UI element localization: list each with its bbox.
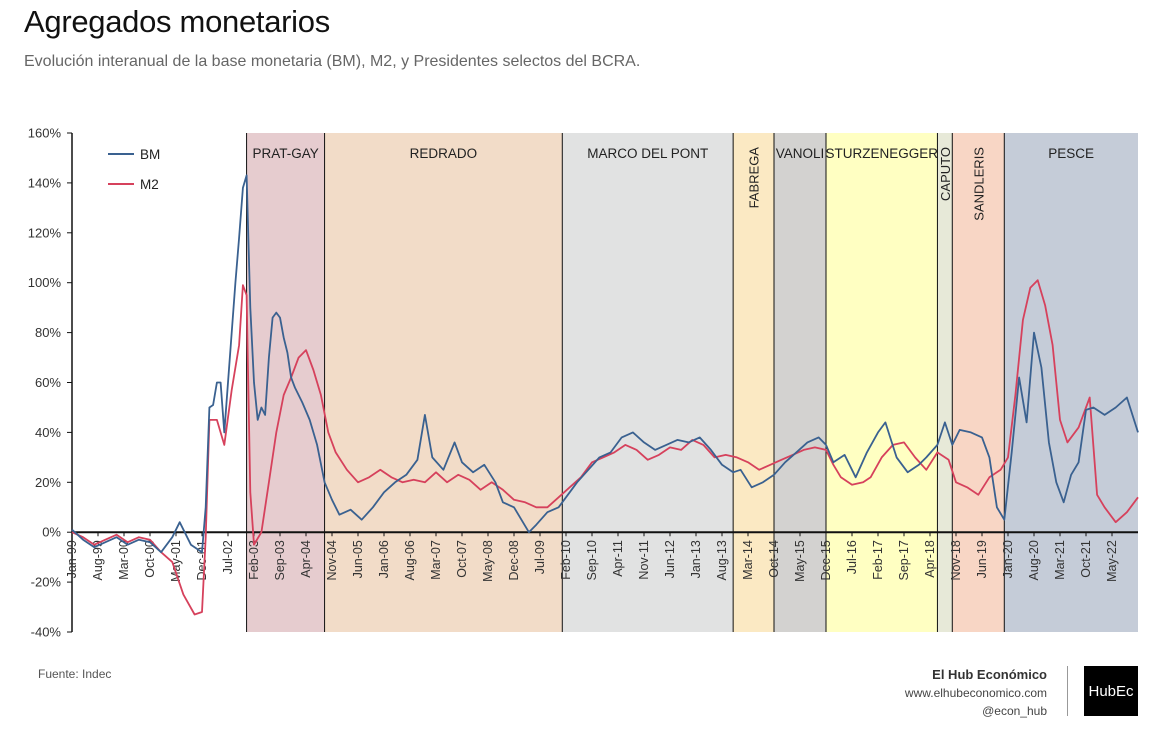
x-tick-label: Feb-17: [871, 540, 885, 580]
x-tick-label: Feb-03: [247, 540, 261, 580]
brand-name: El Hub Económico: [932, 667, 1047, 682]
y-tick-label: -20%: [31, 575, 62, 590]
period-labels: PRAT-GAY REDRADO MARCO DEL PONT FABREGA VANO…: [252, 146, 1094, 221]
x-tick-label: Nov-18: [949, 540, 963, 580]
source-note: Fuente: Indec: [38, 667, 112, 681]
period-band: [937, 133, 953, 632]
period-label: SANDLERIS: [971, 147, 986, 221]
x-tick-label: Jul-09: [533, 540, 547, 574]
period-band: [1004, 133, 1138, 632]
period-band: [826, 133, 938, 632]
x-tick-label: May-15: [793, 540, 807, 582]
period-bands: [246, 133, 1138, 632]
x-tick-label: Jul-02: [221, 540, 235, 574]
line-chart: PRAT-GAY REDRADO MARCO DEL PONT FABREGA VANO…: [28, 126, 1139, 640]
x-tick-label: Apr-18: [923, 540, 937, 578]
x-tick-label: May-08: [481, 540, 495, 582]
brand-divider: [1067, 666, 1068, 716]
brand-url: www.elhubeconomico.com: [904, 686, 1047, 700]
x-tick-label: May-22: [1105, 540, 1119, 582]
x-tick-label: Sep-10: [585, 540, 599, 580]
x-tick-label: Aug-20: [1027, 540, 1041, 580]
period-band: [324, 133, 563, 632]
x-tick-label: Nov-04: [325, 540, 339, 580]
x-tick-label: Jun-12: [663, 540, 677, 578]
y-tick-label: 0%: [42, 525, 61, 540]
x-tick-label: Oct-21: [1079, 540, 1093, 578]
series-lines: [71, 174, 1139, 616]
x-tick-label: Jun-05: [351, 540, 365, 578]
x-tick-label: Jan-06: [377, 540, 391, 578]
period-band: [246, 133, 325, 632]
x-axis: Jan-99 Aug-99 Mar-00 Oct-00 May-01 Dec-01 Jul-…: [65, 531, 1138, 582]
x-tick-label: Aug-06: [403, 540, 417, 580]
period-band: [952, 133, 1005, 632]
y-tick-label: 120%: [28, 225, 62, 240]
x-tick-label: May-01: [169, 540, 183, 582]
period-label: CAPUTO: [938, 147, 953, 201]
x-tick-label: Oct-00: [143, 540, 157, 578]
period-band: [774, 133, 826, 632]
period-band: [562, 133, 734, 632]
period-label: REDRADO: [410, 146, 478, 161]
period-label: PESCE: [1048, 146, 1094, 161]
y-tick-label: 60%: [35, 375, 61, 390]
y-tick-label: 160%: [28, 126, 62, 141]
period-label: MARCO DEL PONT: [587, 146, 708, 161]
period-label: STURZENEGGER: [825, 146, 938, 161]
x-tick-label: Apr-04: [299, 540, 313, 578]
x-tick-label: Mar-00: [117, 540, 131, 580]
period-band: [733, 133, 774, 632]
x-tick-label: Sep-17: [897, 540, 911, 580]
chart-subtitle: Evolución interanual de la base monetari…: [24, 53, 641, 70]
x-tick-label: Dec-15: [819, 540, 833, 580]
brand-handle: @econ_hub: [982, 704, 1047, 718]
x-tick-label: Oct-14: [767, 540, 781, 578]
y-tick-label: 140%: [28, 175, 62, 190]
x-tick-label: Aug-13: [715, 540, 729, 580]
period-label: VANOLI: [776, 146, 825, 161]
x-tick-label: Jan-99: [65, 540, 79, 578]
brand-block: El Hub Económico www.elhubeconomico.com …: [905, 666, 1047, 720]
y-tick-label: 40%: [35, 425, 61, 440]
x-tick-label: Nov-11: [637, 540, 651, 579]
y-axis: -40% -20% 0% 20% 40% 60% 80% 100% 120% 140% 160%: [28, 126, 73, 640]
period-label: FABREGA: [747, 147, 762, 209]
x-tick-label: Mar-07: [429, 540, 443, 580]
x-tick-label: Apr-11: [611, 540, 625, 577]
x-tick-label: Mar-21: [1053, 540, 1067, 580]
chart-title: Agregados monetarios: [24, 4, 330, 39]
legend: BM M2: [108, 147, 160, 192]
legend-label-m2: M2: [140, 177, 159, 192]
x-tick-label: Jan-13: [689, 540, 703, 578]
y-tick-label: 80%: [35, 325, 61, 340]
x-tick-label: Sep-03: [273, 540, 287, 580]
x-tick-label: Oct-07: [455, 540, 469, 578]
x-tick-label: Mar-14: [741, 540, 755, 580]
legend-label-bm: BM: [140, 147, 160, 162]
x-tick-label: Aug-99: [91, 540, 105, 580]
x-tick-label: Jul-16: [845, 540, 859, 574]
x-tick-label: Jun-19: [975, 540, 989, 578]
y-tick-label: 20%: [35, 475, 61, 490]
x-tick-label: Dec-08: [507, 540, 521, 580]
x-tick-label: Feb-10: [559, 540, 573, 580]
brand-logo: HubEc: [1084, 666, 1138, 716]
series-line-bm: [71, 174, 1139, 554]
period-label: PRAT-GAY: [252, 146, 318, 161]
x-tick-label: Jan-20: [1001, 540, 1015, 578]
y-tick-label: -40%: [31, 625, 62, 640]
y-tick-label: 100%: [28, 275, 62, 290]
